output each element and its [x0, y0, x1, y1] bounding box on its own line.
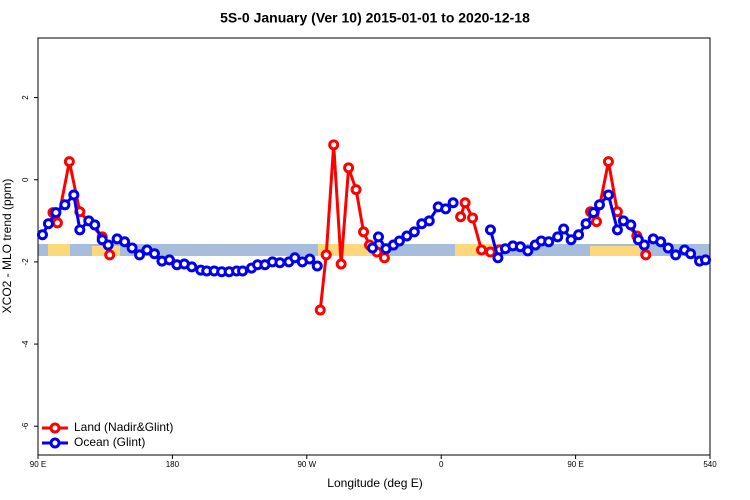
point [543, 236, 555, 248]
point [492, 252, 504, 264]
point [104, 249, 116, 261]
point [372, 231, 384, 243]
y-axis-label: XCO2 - MLO trend (ppm) [0, 179, 14, 314]
point [320, 249, 332, 261]
point [163, 254, 175, 266]
point [274, 257, 286, 269]
x-tick-label: 90 E [567, 460, 583, 469]
point [655, 236, 667, 248]
y-tick-label: -6 [21, 422, 30, 430]
point [591, 216, 603, 228]
x-tick-label: 180 [166, 460, 180, 469]
point [335, 258, 347, 270]
series-line [51, 144, 648, 311]
point [565, 234, 577, 246]
legend-label: Ocean (Glint) [74, 435, 145, 449]
y-tick-label: 2 [21, 95, 30, 100]
x-tick-label: 540 [703, 460, 717, 469]
point [393, 235, 405, 247]
point [447, 197, 459, 209]
point [593, 199, 605, 211]
point [350, 184, 362, 196]
point [455, 211, 467, 223]
y-tick-label: -4 [21, 340, 30, 348]
point [602, 189, 614, 201]
point [74, 224, 86, 236]
point [476, 244, 488, 256]
point [640, 249, 652, 261]
point [367, 242, 379, 254]
point [328, 139, 340, 151]
point [343, 162, 355, 174]
point [662, 242, 674, 254]
point [119, 236, 131, 248]
point [700, 254, 712, 266]
point [611, 224, 623, 236]
point [68, 189, 80, 201]
point [51, 217, 63, 229]
point [625, 219, 637, 231]
plot-frame [37, 37, 711, 456]
point [89, 219, 101, 231]
x-tick-label: 0 [439, 460, 444, 469]
point [186, 261, 198, 273]
legend-label: Land (Nadir&Glint) [74, 420, 173, 434]
point [42, 218, 54, 230]
point [408, 226, 420, 238]
point [126, 242, 138, 254]
point [522, 245, 534, 257]
point [440, 203, 452, 215]
point [588, 207, 600, 219]
point [602, 156, 614, 168]
point [314, 304, 326, 316]
point [358, 226, 370, 238]
point [423, 215, 435, 227]
point [36, 229, 48, 241]
point [134, 249, 146, 261]
point [467, 212, 479, 224]
point [378, 252, 390, 264]
point [638, 239, 650, 251]
y-tick-label: -2 [21, 258, 30, 266]
point [573, 229, 585, 241]
x-tick-label: 90 E [30, 460, 46, 469]
point [670, 249, 682, 261]
point [59, 199, 71, 211]
legend-marker [49, 422, 61, 434]
chart-title: 5S-0 January (Ver 10) 2015-01-01 to 2020… [220, 10, 530, 26]
point [484, 246, 496, 258]
point [148, 248, 160, 260]
point [685, 248, 697, 260]
point [50, 207, 62, 219]
point [311, 260, 323, 272]
point [580, 218, 592, 230]
x-tick-label: 90 W [297, 460, 316, 469]
series-line [41, 191, 706, 274]
y-tick-label: 0 [21, 177, 30, 182]
point [558, 223, 570, 235]
point [459, 197, 471, 209]
point [63, 156, 75, 168]
point [102, 239, 114, 251]
point [484, 224, 496, 236]
point [552, 231, 564, 243]
point [304, 253, 316, 265]
point [237, 265, 249, 277]
legend-marker [49, 437, 61, 449]
x-axis-label: Longitude (deg E) [327, 476, 422, 490]
